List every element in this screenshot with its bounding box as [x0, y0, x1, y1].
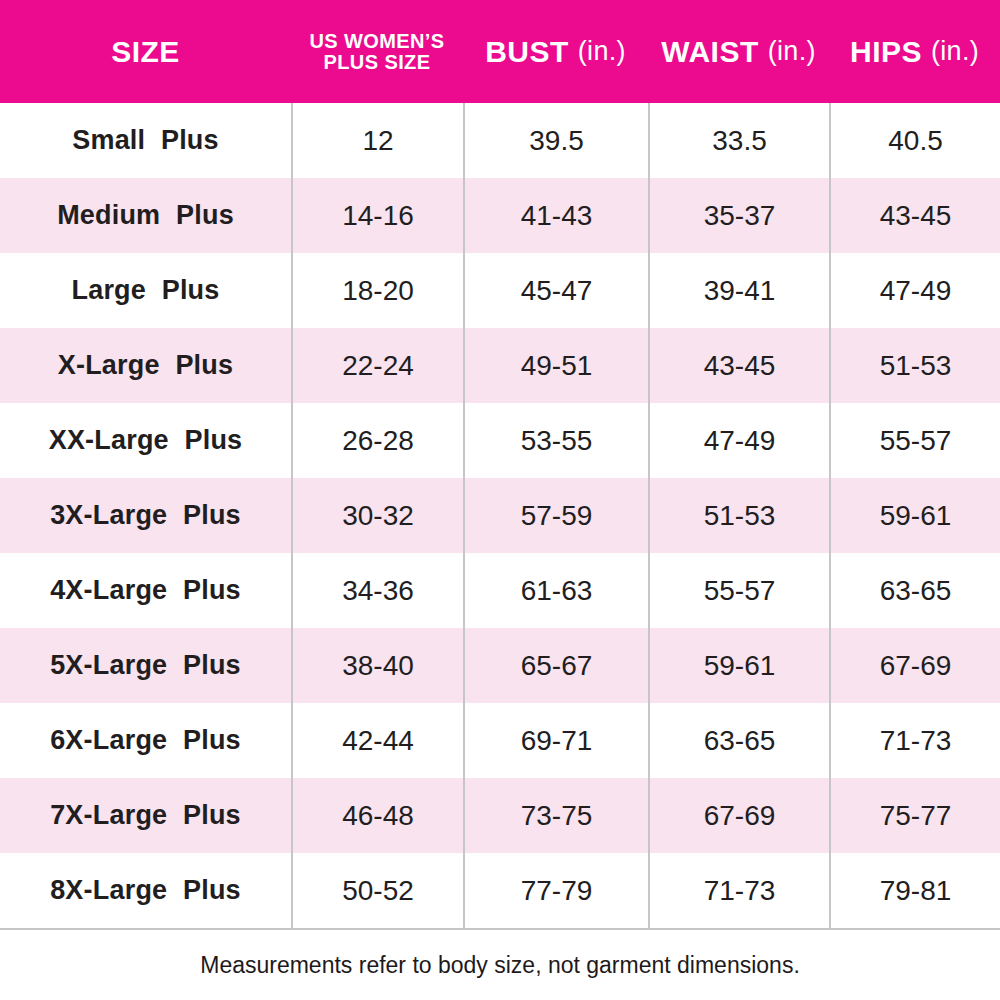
value-cell: 57-59	[463, 478, 648, 553]
size-cell: 5X-Large Plus	[0, 628, 291, 703]
value-cell: 77-79	[463, 853, 648, 928]
value-cell: 47-49	[648, 403, 829, 478]
value-cell: 43-45	[829, 178, 1000, 253]
value-cell: 38-40	[291, 628, 463, 703]
value-cell: 45-47	[463, 253, 648, 328]
table-row: XX-Large Plus26-2853-5547-4955-57	[0, 403, 1000, 478]
value-cell: 59-61	[829, 478, 1000, 553]
value-cell: 51-53	[648, 478, 829, 553]
table-row: 3X-Large Plus30-3257-5951-5359-61	[0, 478, 1000, 553]
table-row: 6X-Large Plus42-4469-7163-6571-73	[0, 703, 1000, 778]
value-cell: 39-41	[648, 253, 829, 328]
value-cell: 33.5	[648, 103, 829, 178]
size-cell: Large Plus	[0, 253, 291, 328]
table-row: 7X-Large Plus46-4873-7567-6975-77	[0, 778, 1000, 853]
header-hips: HIPS (in.)	[829, 0, 1000, 103]
value-cell: 67-69	[829, 628, 1000, 703]
value-cell: 49-51	[463, 328, 648, 403]
header-plus-size-line1: US WOMEN’S	[309, 31, 444, 52]
header-plus-size-line2: PLUS SIZE	[309, 52, 444, 73]
header-waist: WAIST (in.)	[648, 0, 829, 103]
value-cell: 71-73	[829, 703, 1000, 778]
size-cell: 7X-Large Plus	[0, 778, 291, 853]
value-cell: 71-73	[648, 853, 829, 928]
header-hips-label: HIPS	[850, 36, 922, 68]
size-cell: 6X-Large Plus	[0, 703, 291, 778]
value-cell: 39.5	[463, 103, 648, 178]
size-cell: Small Plus	[0, 103, 291, 178]
size-chart: SIZE US WOMEN’S PLUS SIZE BUST (in.) WAI…	[0, 0, 1000, 1000]
value-cell: 43-45	[648, 328, 829, 403]
header-size: SIZE	[0, 0, 291, 103]
table-row: Large Plus18-2045-4739-4147-49	[0, 253, 1000, 328]
value-cell: 18-20	[291, 253, 463, 328]
value-cell: 30-32	[291, 478, 463, 553]
size-cell: Medium Plus	[0, 178, 291, 253]
value-cell: 75-77	[829, 778, 1000, 853]
value-cell: 42-44	[291, 703, 463, 778]
value-cell: 55-57	[648, 553, 829, 628]
size-cell: X-Large Plus	[0, 328, 291, 403]
value-cell: 69-71	[463, 703, 648, 778]
table-row: Small Plus1239.533.540.5	[0, 103, 1000, 178]
value-cell: 26-28	[291, 403, 463, 478]
header-us-womens-plus-size: US WOMEN’S PLUS SIZE	[291, 0, 463, 103]
table-row: X-Large Plus22-2449-5143-4551-53	[0, 328, 1000, 403]
value-cell: 53-55	[463, 403, 648, 478]
header-waist-label: WAIST	[661, 36, 759, 68]
header-bust-label: BUST	[485, 36, 569, 68]
value-cell: 59-61	[648, 628, 829, 703]
header-bust-unit: (in.)	[578, 37, 626, 65]
table-header: SIZE US WOMEN’S PLUS SIZE BUST (in.) WAI…	[0, 0, 1000, 103]
value-cell: 12	[291, 103, 463, 178]
table-row: 5X-Large Plus38-4065-6759-6167-69	[0, 628, 1000, 703]
header-waist-unit: (in.)	[768, 37, 816, 65]
header-hips-unit: (in.)	[931, 37, 979, 65]
value-cell: 35-37	[648, 178, 829, 253]
value-cell: 14-16	[291, 178, 463, 253]
value-cell: 73-75	[463, 778, 648, 853]
header-bust: BUST (in.)	[463, 0, 648, 103]
value-cell: 51-53	[829, 328, 1000, 403]
value-cell: 63-65	[648, 703, 829, 778]
value-cell: 61-63	[463, 553, 648, 628]
table-row: 8X-Large Plus50-5277-7971-7379-81	[0, 853, 1000, 928]
value-cell: 40.5	[829, 103, 1000, 178]
header-size-label: SIZE	[111, 36, 180, 68]
footnote: Measurements refer to body size, not gar…	[0, 930, 1000, 1000]
value-cell: 65-67	[463, 628, 648, 703]
table-row: Medium Plus14-1641-4335-3743-45	[0, 178, 1000, 253]
value-cell: 50-52	[291, 853, 463, 928]
value-cell: 47-49	[829, 253, 1000, 328]
size-cell: XX-Large Plus	[0, 403, 291, 478]
size-cell: 3X-Large Plus	[0, 478, 291, 553]
size-cell: 4X-Large Plus	[0, 553, 291, 628]
value-cell: 34-36	[291, 553, 463, 628]
size-cell: 8X-Large Plus	[0, 853, 291, 928]
value-cell: 22-24	[291, 328, 463, 403]
value-cell: 46-48	[291, 778, 463, 853]
table-row: 4X-Large Plus34-3661-6355-5763-65	[0, 553, 1000, 628]
value-cell: 67-69	[648, 778, 829, 853]
table-body: Small Plus1239.533.540.5Medium Plus14-16…	[0, 103, 1000, 930]
header-plus-size-label: US WOMEN’S PLUS SIZE	[309, 31, 444, 73]
value-cell: 55-57	[829, 403, 1000, 478]
value-cell: 63-65	[829, 553, 1000, 628]
value-cell: 41-43	[463, 178, 648, 253]
value-cell: 79-81	[829, 853, 1000, 928]
